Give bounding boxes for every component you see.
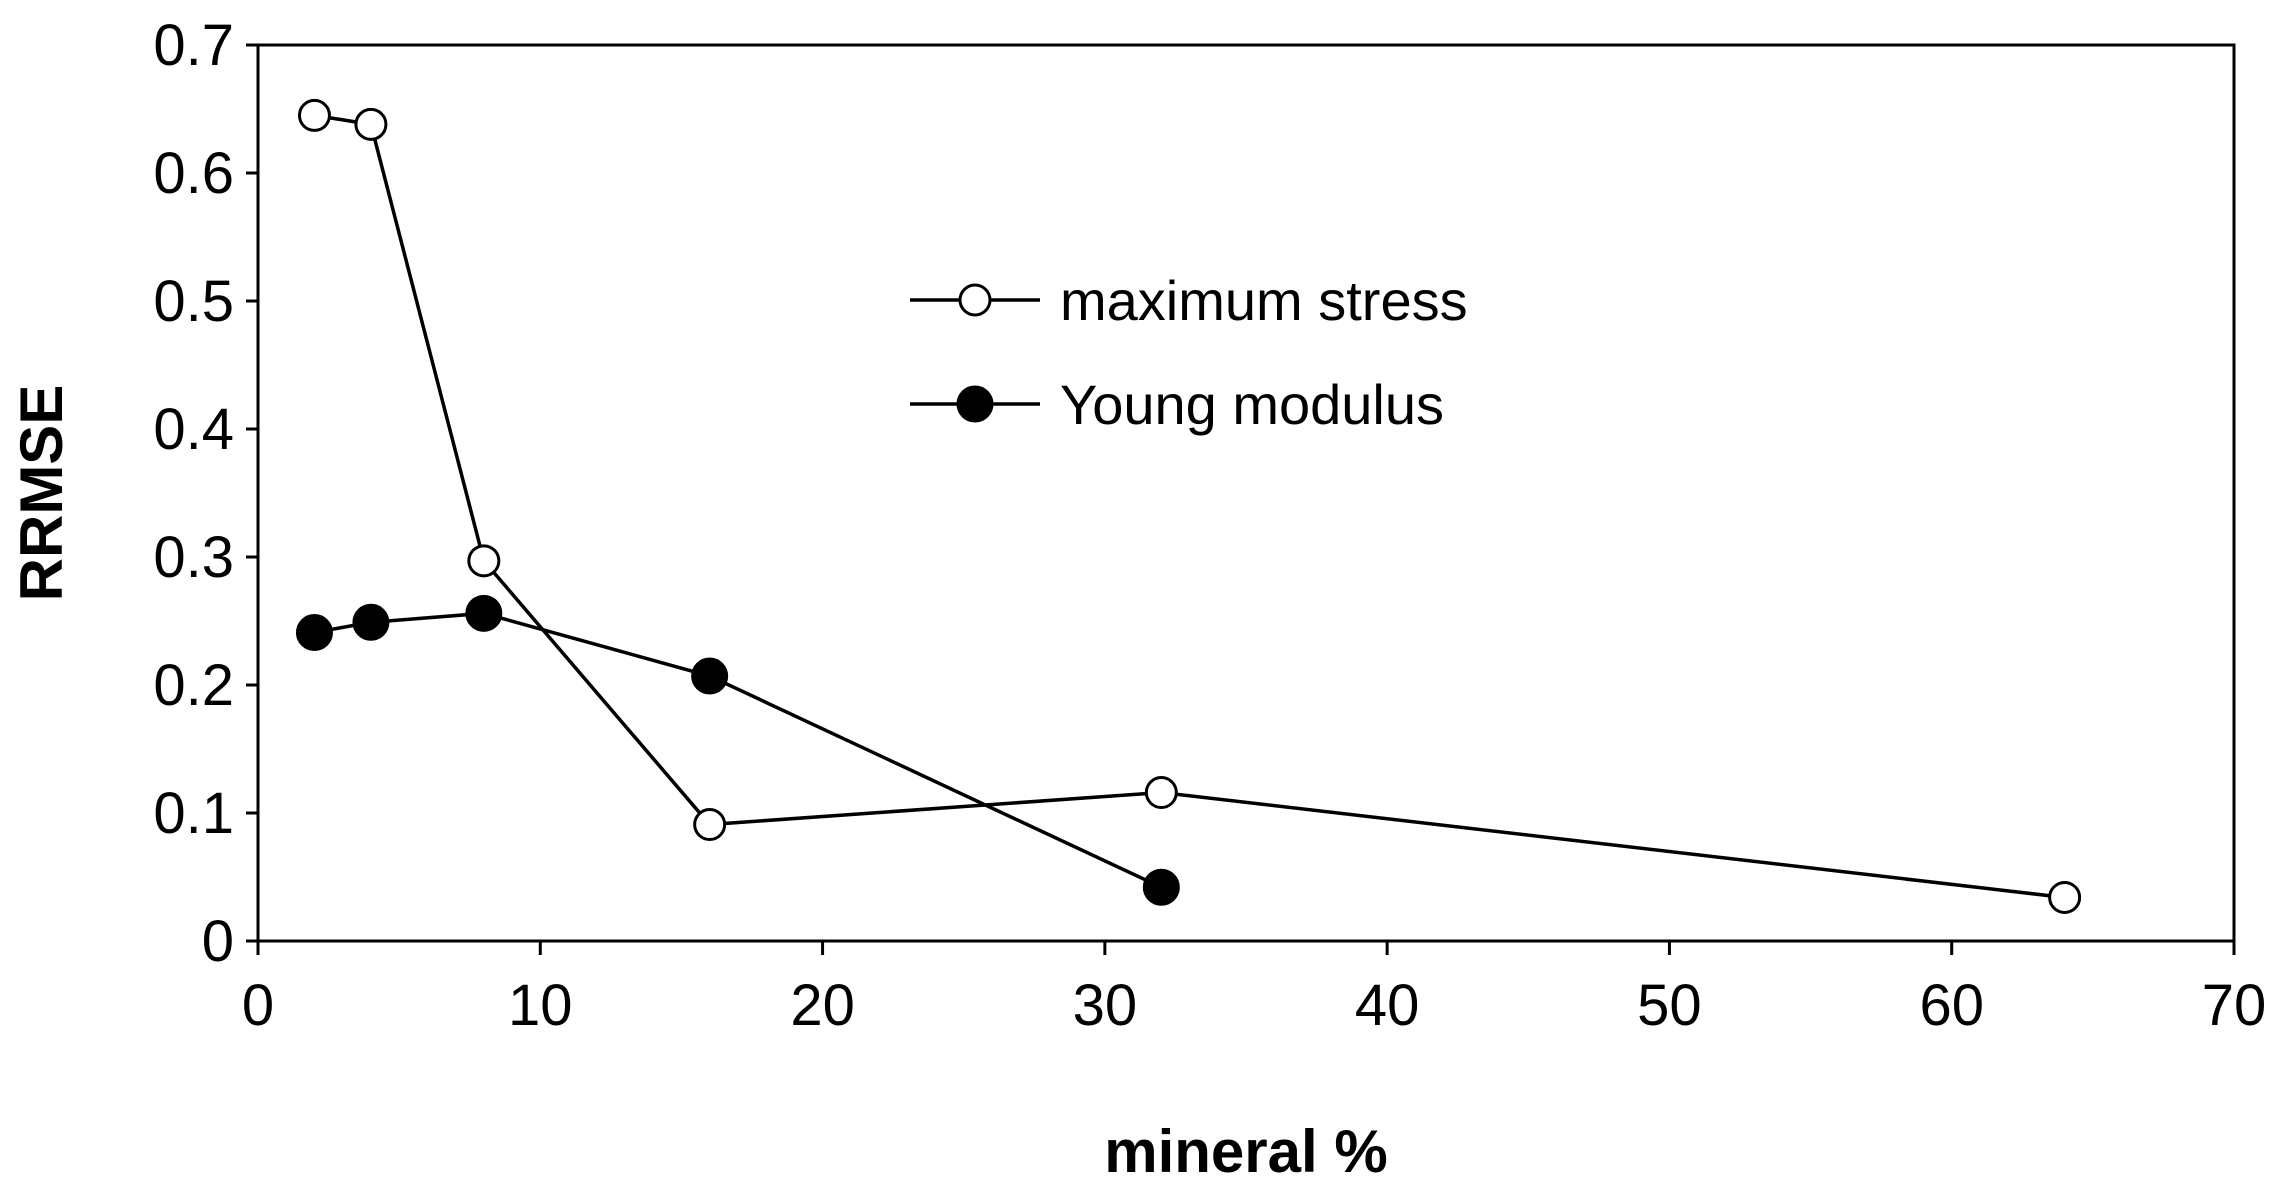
legend: maximum stress Young modulus bbox=[910, 269, 1468, 436]
data-point-young-modulus bbox=[352, 603, 390, 641]
x-tick-label: 50 bbox=[1637, 973, 1702, 1038]
legend-entry-maximum-stress: maximum stress bbox=[910, 269, 1468, 332]
legend-marker bbox=[956, 385, 994, 423]
data-point-maximum-stress bbox=[2048, 880, 2082, 914]
data-point-maximum-stress bbox=[693, 808, 727, 842]
legend-marker bbox=[958, 283, 992, 317]
legend-entry-young-modulus: Young modulus bbox=[910, 373, 1444, 436]
series-line-young-modulus bbox=[314, 611, 1163, 889]
data-point-young-modulus bbox=[465, 594, 503, 632]
data-point-maximum-stress bbox=[467, 544, 501, 578]
data-point-young-modulus bbox=[295, 614, 333, 652]
y-tick-label: 0.2 bbox=[153, 653, 234, 718]
y-axis-title: RRMSE bbox=[8, 385, 75, 602]
series-lines bbox=[314, 113, 2065, 900]
series-markers bbox=[295, 98, 2082, 914]
y-axis-ticks: 0 0.1 0.2 0.3 0.4 0.5 0.6 0.7 bbox=[153, 13, 258, 974]
data-point-young-modulus bbox=[691, 657, 729, 695]
y-tick-label: 0.3 bbox=[153, 525, 234, 590]
x-tick-label: 10 bbox=[508, 973, 573, 1038]
data-point-young-modulus bbox=[1142, 868, 1180, 906]
y-tick-label: 0.4 bbox=[153, 397, 234, 462]
x-tick-label: 20 bbox=[790, 973, 855, 1038]
plot-area-frame bbox=[256, 43, 2236, 943]
y-tick-label: 0.6 bbox=[153, 141, 234, 206]
x-tick-label: 60 bbox=[1919, 973, 1984, 1038]
x-axis-title: mineral % bbox=[1104, 1118, 1387, 1185]
data-point-maximum-stress bbox=[1144, 776, 1178, 810]
x-tick-label: 30 bbox=[1073, 973, 1138, 1038]
series-line-maximum-stress bbox=[314, 113, 2065, 900]
y-tick-label: 0.5 bbox=[153, 269, 234, 334]
x-axis-ticks: 0 10 20 30 40 50 60 70 bbox=[242, 941, 2266, 1038]
x-tick-label: 40 bbox=[1355, 973, 1420, 1038]
y-tick-label: 0 bbox=[202, 909, 234, 974]
x-tick-label: 0 bbox=[242, 973, 274, 1038]
legend-label: Young modulus bbox=[1060, 373, 1444, 436]
y-tick-label: 0.7 bbox=[153, 13, 234, 78]
data-point-maximum-stress bbox=[354, 107, 388, 141]
x-tick-label: 70 bbox=[2202, 973, 2267, 1038]
data-point-maximum-stress bbox=[297, 98, 331, 132]
y-tick-label: 0.1 bbox=[153, 781, 234, 846]
legend-label: maximum stress bbox=[1060, 269, 1468, 332]
